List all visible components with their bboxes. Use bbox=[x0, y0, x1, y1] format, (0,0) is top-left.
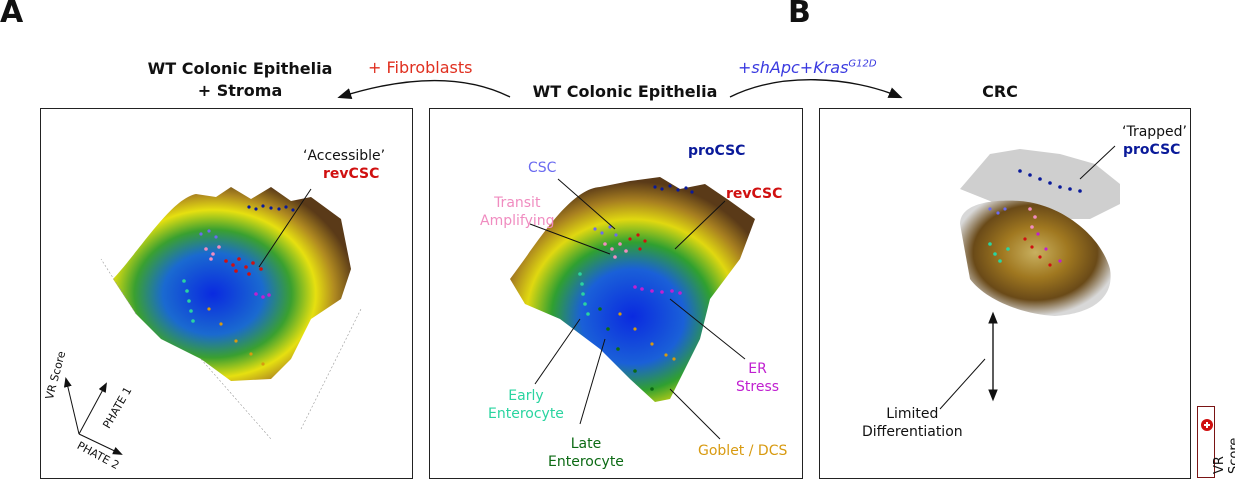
late-enterocyte-label: Late Enterocyte bbox=[548, 435, 624, 471]
panel-wt-stroma: ‘Accessible’ revCSC VR Score PHATE 1 PHA… bbox=[40, 108, 413, 479]
accessible-label: ‘Accessible’ bbox=[303, 148, 386, 164]
stroma-revcsc-cells bbox=[224, 257, 263, 276]
early-enterocyte-line1: Early bbox=[508, 388, 544, 404]
crc-procsc-cells bbox=[1018, 169, 1082, 193]
procsc-label: proCSC bbox=[688, 143, 746, 159]
middle-procsc-cells bbox=[653, 184, 694, 194]
crc-transit-cells bbox=[1028, 207, 1037, 229]
vr-score-legend bbox=[1197, 406, 1215, 478]
arrow-to-stroma bbox=[337, 79, 511, 99]
middle-early-cells bbox=[578, 272, 590, 316]
stroma-early-cells bbox=[182, 279, 195, 323]
er-stress-line1: ER bbox=[748, 361, 767, 377]
stroma-procsc-cells bbox=[247, 204, 295, 212]
er-stress-line2: Stress bbox=[736, 379, 780, 395]
stroma-csc-cells bbox=[199, 229, 218, 239]
middle-leader-lines bbox=[529, 178, 746, 440]
er-stress-label: ER Stress bbox=[736, 360, 779, 396]
late-enterocyte-line2: Enterocyte bbox=[548, 454, 624, 470]
title-wt-stroma-line1: WT Colonic Epithelia bbox=[147, 59, 333, 78]
goblet-label: Goblet / DCS bbox=[698, 443, 788, 459]
crc-early-cells bbox=[988, 242, 1010, 263]
title-wt-epithelia: WT Colonic Epithelia bbox=[532, 82, 718, 101]
panel-crc: ‘Trapped’ proCSC Limited Differentiation bbox=[819, 108, 1191, 479]
transit-label-line2: Amplifying bbox=[480, 213, 555, 229]
crc-csc-cells bbox=[988, 207, 1007, 215]
transit-label-line1: Transit bbox=[494, 195, 541, 211]
middle-goblet-cells bbox=[618, 312, 676, 361]
stroma-er-cells bbox=[254, 292, 271, 299]
middle-revcsc-label: revCSC bbox=[726, 186, 783, 202]
middle-er-cells bbox=[633, 285, 682, 295]
kras-label-superscript: G12D bbox=[848, 58, 877, 70]
arrow-to-crc bbox=[729, 79, 903, 99]
early-enterocyte-label: Early Enterocyte bbox=[488, 387, 564, 423]
csc-label: CSC bbox=[528, 160, 557, 176]
epithelia-landscape bbox=[510, 177, 755, 440]
stroma-transit-cells bbox=[204, 245, 221, 261]
crc-revcsc-cells bbox=[1023, 237, 1052, 267]
title-wt-stroma: WT Colonic Epithelia + Stroma bbox=[120, 58, 360, 102]
middle-late-cells bbox=[598, 307, 654, 391]
crc-procsc-label: proCSC bbox=[1123, 142, 1181, 158]
middle-revcsc-cells bbox=[628, 233, 647, 251]
middle-transit-cells bbox=[603, 242, 628, 259]
transit-label: Transit Amplifying bbox=[480, 194, 555, 230]
late-enterocyte-line1: Late bbox=[570, 436, 602, 452]
revcsc-label: revCSC bbox=[323, 166, 380, 182]
stroma-landscape bbox=[63, 187, 362, 455]
fibroblasts-label: + Fibroblasts bbox=[368, 58, 473, 77]
kras-label: +shApc+KrasG12D bbox=[738, 58, 877, 77]
limited-line2: Differentiation bbox=[862, 424, 963, 440]
limited-differentiation-label: Limited Differentiation bbox=[862, 405, 963, 441]
crc-landscape bbox=[939, 145, 1120, 410]
middle-csc-cells bbox=[593, 225, 618, 237]
vr-score-legend-label: VR Score bbox=[1212, 437, 1235, 474]
title-wt-stroma-line2: + Stroma bbox=[197, 81, 283, 100]
panel-wt-epithelia: CSC proCSC Transit Amplifying revCSC ER … bbox=[429, 108, 803, 479]
legend-swatch bbox=[1201, 419, 1213, 431]
panel-letter-a: A bbox=[0, 0, 24, 30]
crc-er-cells bbox=[1036, 232, 1062, 263]
title-crc: CRC bbox=[982, 82, 1018, 101]
stroma-goblet-cells bbox=[207, 307, 265, 366]
trapped-label: ‘Trapped’ bbox=[1122, 124, 1188, 140]
kras-label-main: +shApc+Kras bbox=[738, 58, 849, 77]
panel-letter-b: B bbox=[788, 0, 811, 30]
early-enterocyte-line2: Enterocyte bbox=[488, 406, 564, 422]
axis-arrows bbox=[63, 377, 123, 455]
limited-line1: Limited bbox=[886, 406, 939, 422]
